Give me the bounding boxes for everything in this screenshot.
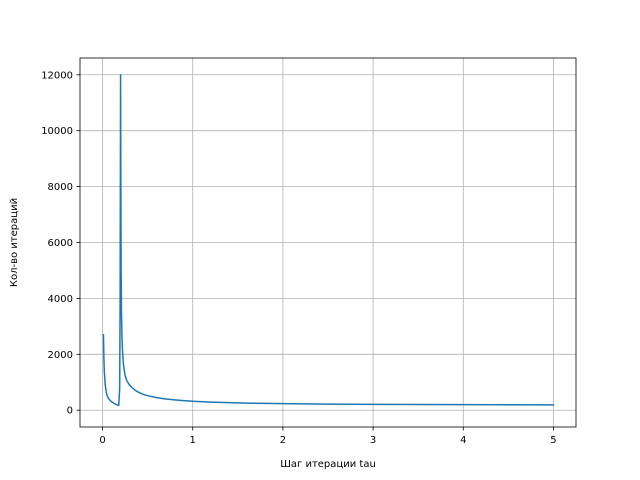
series-layer: [102, 74, 555, 407]
x-axis-ticks: 0 1 2 3 4 5: [99, 427, 557, 446]
x-tick-label: 5: [550, 435, 556, 446]
y-tick-label: 2000: [48, 350, 73, 361]
y-axis-label: Кол-во итераций: [9, 198, 20, 287]
series-line: [102, 74, 555, 407]
x-tick-label: 1: [190, 435, 196, 446]
y-tick-label: 10000: [41, 126, 73, 137]
x-tick-label: 2: [280, 435, 286, 446]
x-tick-label: 3: [370, 435, 376, 446]
y-tick-label: 12000: [41, 70, 73, 81]
x-axis-label: Шаг итерации tau: [280, 459, 376, 470]
y-axis-ticks: 0 2000 4000 6000 8000 10000 12000: [41, 70, 80, 417]
grid-lines: [80, 58, 576, 427]
y-tick-label: 8000: [48, 182, 73, 193]
x-tick-label: 4: [460, 435, 466, 446]
y-tick-label: 0: [67, 406, 73, 417]
y-tick-label: 6000: [48, 238, 73, 249]
y-tick-label: 4000: [48, 294, 73, 305]
x-tick-label: 0: [99, 435, 105, 446]
